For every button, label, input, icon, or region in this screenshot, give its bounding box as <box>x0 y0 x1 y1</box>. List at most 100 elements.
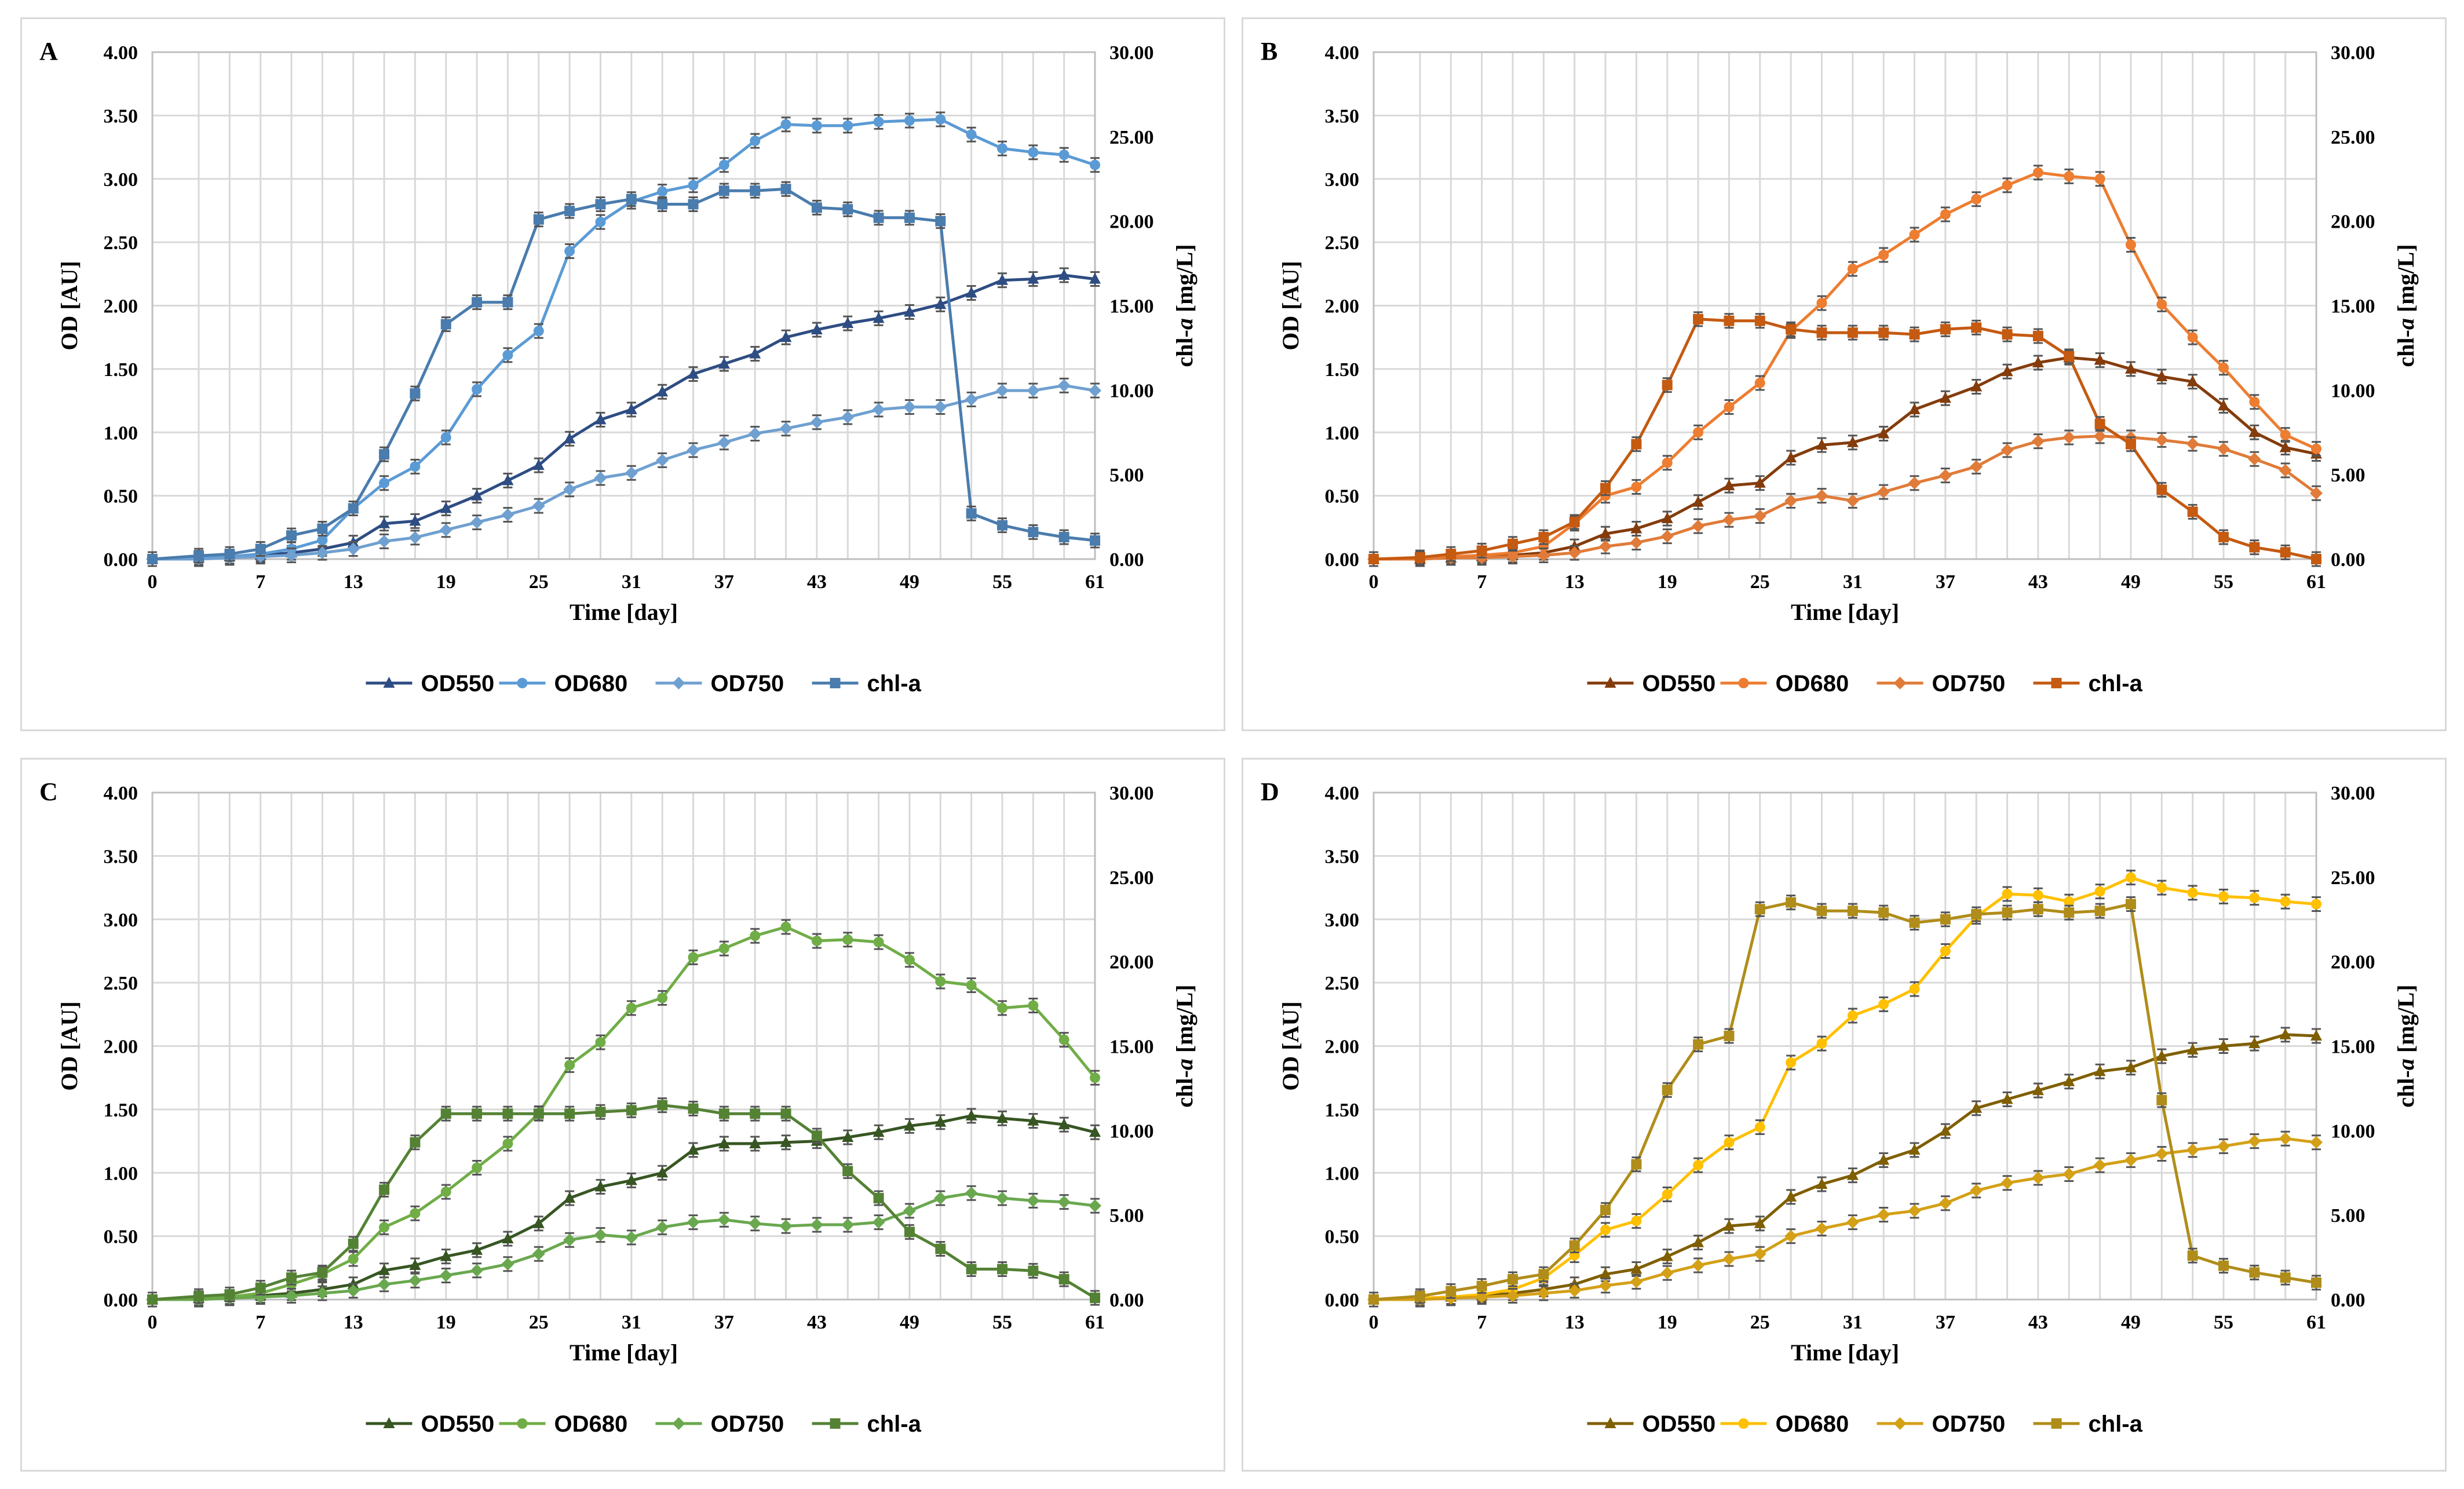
y2-tick-label: 10.00 <box>2331 380 2375 402</box>
y-tick-label: 3.00 <box>1325 910 1360 931</box>
y2-tick-label: 20.00 <box>2331 211 2375 233</box>
data-point <box>842 120 853 131</box>
data-point <box>688 199 699 210</box>
y-tick-label: 3.50 <box>104 846 138 867</box>
data-point <box>873 212 884 223</box>
data-point <box>1630 1262 1642 1274</box>
data-point <box>1909 984 1920 995</box>
data-point <box>378 535 391 548</box>
data-point <box>811 1130 822 1141</box>
y2-axis-title-unit: [mg/L] <box>2393 244 2419 318</box>
legend-label: OD750 <box>711 671 784 696</box>
data-point <box>1723 1220 1735 1231</box>
x-tick-label: 7 <box>1477 571 1487 593</box>
y-tick-label: 4.00 <box>104 42 138 64</box>
data-point <box>1027 1194 1040 1207</box>
legend-label: chl-a <box>867 1411 922 1437</box>
legend-item-od750: OD750 <box>655 671 784 696</box>
x-tick-label: 13 <box>1565 1312 1585 1333</box>
y2-axis-title-main: chl- <box>2393 330 2419 367</box>
data-point <box>379 1184 390 1195</box>
data-point <box>2094 886 2105 897</box>
data-point <box>194 1291 205 1302</box>
data-point <box>718 1137 730 1148</box>
data-point <box>2187 506 2198 517</box>
data-point <box>1662 457 1673 468</box>
data-point <box>903 305 915 317</box>
data-point <box>780 1108 791 1119</box>
data-point <box>872 1216 885 1229</box>
y2-tick-label: 0.00 <box>1109 1290 1144 1311</box>
plot-frame <box>1372 791 2317 1301</box>
data-point <box>1476 545 1487 556</box>
data-point <box>285 1289 298 1302</box>
data-point <box>1970 1101 1983 1113</box>
data-point <box>2187 887 2198 898</box>
data-point <box>1600 1268 1612 1279</box>
data-point <box>2311 899 2321 910</box>
data-point <box>595 199 606 210</box>
data-point <box>379 449 390 460</box>
data-point <box>904 954 915 965</box>
data-point <box>2093 429 2107 443</box>
data-point <box>1939 392 1951 403</box>
legend-label: OD680 <box>554 1411 628 1437</box>
data-point <box>1722 513 1736 527</box>
data-point <box>779 422 793 435</box>
data-point <box>2064 907 2075 918</box>
data-point <box>811 202 822 213</box>
data-point <box>1722 1253 1736 1265</box>
data-point <box>688 180 699 191</box>
x-tick-label: 49 <box>900 1312 919 1333</box>
x-tick-label: 43 <box>2028 571 2048 593</box>
data-point <box>626 1105 637 1116</box>
series-od680 <box>147 919 1100 1308</box>
panel-a: 0.00 0.50 1.00 1.50 2.00 2.50 3.00 3.50 4.00 0.00… <box>20 17 1225 731</box>
data-point <box>780 119 791 130</box>
data-point <box>532 499 545 513</box>
data-point <box>2311 554 2321 564</box>
data-point <box>2310 487 2323 500</box>
y-tick-label: 0.50 <box>1325 1227 1360 1248</box>
data-point <box>2280 1272 2291 1283</box>
data-point <box>563 483 576 496</box>
legend-marker <box>1738 678 1749 688</box>
data-point <box>2125 872 2136 883</box>
data-point <box>286 1272 297 1283</box>
data-point <box>409 514 421 526</box>
data-point <box>2064 896 2075 907</box>
legend-item-od680: OD680 <box>499 1411 628 1437</box>
data-point <box>471 489 483 501</box>
x-tick-label: 0 <box>148 571 158 593</box>
data-point <box>903 400 916 414</box>
data-point <box>1878 250 1889 260</box>
data-point <box>810 415 823 429</box>
y-tick-label: 3.00 <box>104 169 138 191</box>
data-point <box>2063 1167 2076 1181</box>
data-point <box>439 1269 452 1282</box>
data-point <box>841 1218 855 1231</box>
data-point <box>2279 464 2292 477</box>
data-point <box>2310 1136 2323 1149</box>
data-point <box>1754 315 1765 326</box>
y-tick-label: 3.50 <box>104 105 138 127</box>
data-point <box>1971 909 1982 919</box>
data-point <box>501 508 514 521</box>
data-point <box>1089 384 1101 397</box>
data-point <box>2249 892 2260 903</box>
series-od550 <box>1368 349 2322 567</box>
legend-item-chl-a: chl-a <box>2033 671 2143 696</box>
data-point <box>1600 483 1611 494</box>
data-point <box>2063 1075 2075 1086</box>
x-tick-label: 61 <box>1085 571 1105 593</box>
data-point <box>2248 426 2261 437</box>
data-point <box>780 331 792 342</box>
x-tick-label: 49 <box>2121 1312 2141 1333</box>
x-tick-label: 13 <box>344 1312 363 1333</box>
data-point <box>625 1231 638 1244</box>
data-point <box>1090 1072 1100 1083</box>
data-point <box>780 1136 792 1147</box>
data-point <box>2187 1250 2198 1261</box>
data-point <box>472 1162 483 1173</box>
x-tick-label: 7 <box>255 1312 265 1333</box>
